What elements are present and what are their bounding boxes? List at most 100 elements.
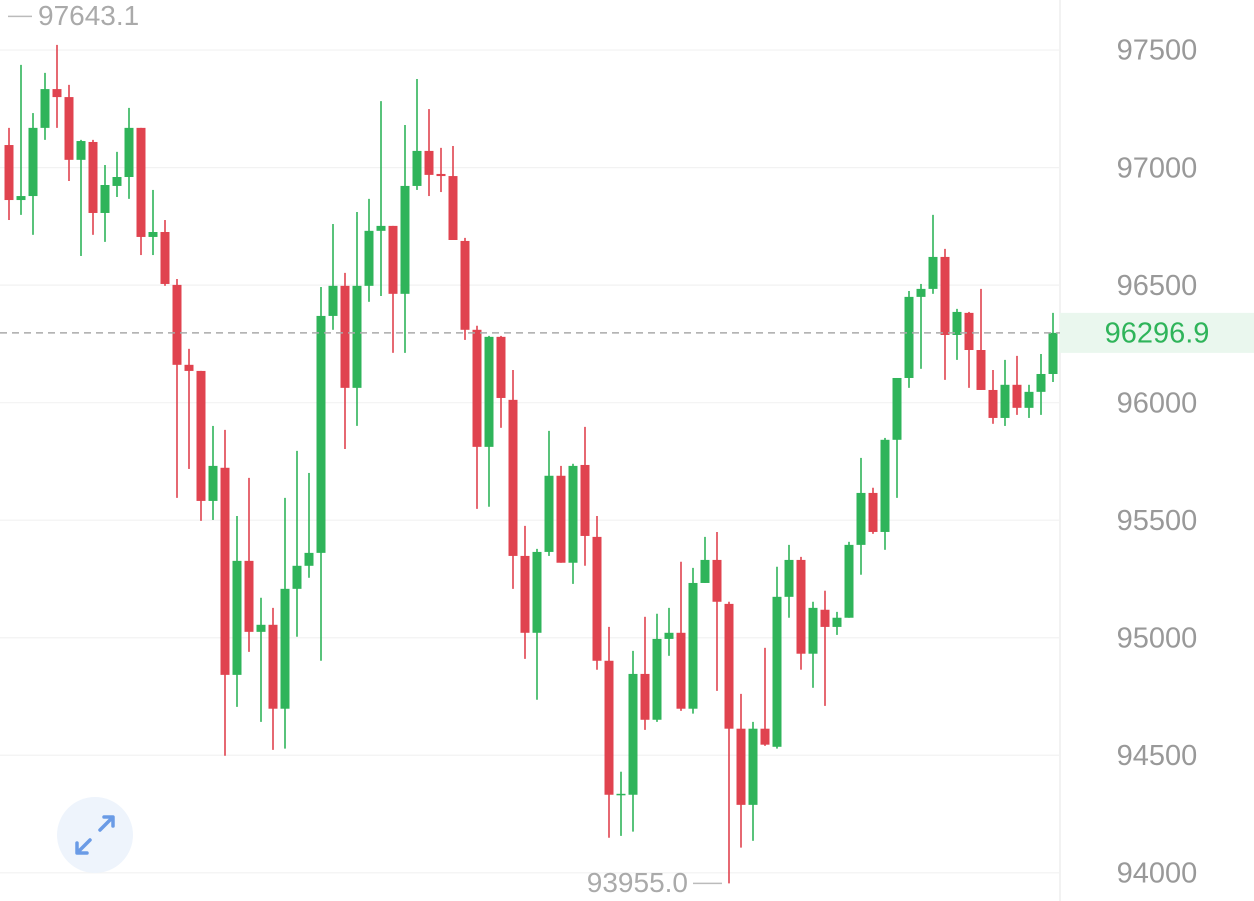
candle-body bbox=[52, 89, 62, 98]
y-tick-label: 95500 bbox=[1117, 505, 1198, 537]
y-tick-label: 94500 bbox=[1117, 740, 1198, 772]
candle-body bbox=[616, 793, 626, 796]
candle-body bbox=[856, 492, 866, 545]
candle-body bbox=[868, 492, 878, 532]
expand-icon[interactable] bbox=[75, 815, 115, 855]
candle-body bbox=[304, 552, 314, 566]
candle-body bbox=[1024, 391, 1034, 408]
candle-body bbox=[892, 377, 902, 440]
expand-button[interactable] bbox=[57, 797, 133, 873]
y-tick-label: 94000 bbox=[1117, 857, 1198, 889]
candle-body bbox=[208, 465, 218, 501]
candle-body bbox=[460, 240, 470, 330]
candle-body bbox=[124, 127, 134, 178]
candle-body bbox=[496, 336, 506, 398]
candle-body bbox=[388, 225, 398, 294]
candle-body bbox=[904, 296, 914, 378]
candle-body bbox=[148, 232, 158, 237]
candle-body bbox=[256, 624, 266, 632]
candle-body bbox=[4, 145, 14, 201]
candle-body bbox=[340, 285, 350, 388]
candle-body bbox=[580, 464, 590, 536]
candle-body bbox=[784, 559, 794, 597]
candle-body bbox=[508, 399, 518, 556]
candle-body bbox=[484, 336, 494, 447]
candle-body bbox=[352, 285, 362, 388]
candle-body bbox=[244, 560, 254, 632]
candle-body bbox=[436, 173, 446, 177]
candle-body bbox=[64, 97, 74, 160]
candle-body bbox=[40, 89, 50, 128]
candle-body bbox=[1048, 332, 1058, 374]
candle-body bbox=[796, 559, 806, 654]
candle-body bbox=[736, 728, 746, 805]
candle-body bbox=[100, 184, 110, 213]
candle-body bbox=[964, 312, 974, 351]
y-tick-label: 95000 bbox=[1117, 622, 1198, 654]
candle-body bbox=[940, 256, 950, 335]
candle-body bbox=[400, 185, 410, 294]
candle-body bbox=[184, 364, 194, 371]
candle-body bbox=[196, 370, 206, 501]
candle-body bbox=[472, 329, 482, 447]
candle-body bbox=[988, 389, 998, 418]
max-price-label: 97643.1 bbox=[38, 0, 139, 31]
candle-body bbox=[112, 177, 122, 186]
y-tick-label: 97500 bbox=[1117, 35, 1198, 67]
candle-body bbox=[280, 588, 290, 709]
candle-body bbox=[1036, 373, 1046, 392]
candle-body bbox=[772, 596, 782, 747]
candle-body bbox=[820, 609, 830, 627]
candle-body bbox=[532, 551, 542, 633]
candle-body bbox=[220, 467, 230, 675]
y-tick-label: 96000 bbox=[1117, 387, 1198, 419]
candle-body bbox=[448, 176, 458, 241]
candle-body bbox=[376, 225, 386, 231]
min-price-label: 93955.0 bbox=[587, 867, 688, 898]
candle-body bbox=[592, 536, 602, 661]
candle-body bbox=[724, 603, 734, 729]
candle-body bbox=[880, 439, 890, 532]
candle-body bbox=[640, 673, 650, 720]
candle-body bbox=[832, 617, 842, 627]
candle-body bbox=[808, 607, 818, 654]
expand-button-bg[interactable] bbox=[57, 797, 133, 873]
candle-body bbox=[652, 638, 662, 720]
last-price-label: 96296.9 bbox=[1105, 318, 1210, 350]
y-tick-label: 97000 bbox=[1117, 152, 1198, 184]
last-price-box bbox=[1060, 312, 1254, 353]
candle-body bbox=[364, 230, 374, 286]
candle-body bbox=[712, 559, 722, 602]
candle-body bbox=[136, 127, 146, 237]
candle-body bbox=[952, 311, 962, 335]
candle-body bbox=[88, 141, 98, 213]
candle-body bbox=[328, 285, 338, 316]
candle-body bbox=[16, 196, 26, 201]
candle-body bbox=[628, 673, 638, 795]
candle-body bbox=[160, 232, 170, 284]
y-tick-label: 96500 bbox=[1117, 270, 1198, 302]
candle-body bbox=[916, 288, 926, 297]
candle-body bbox=[76, 141, 86, 160]
candle-body bbox=[172, 284, 182, 365]
candle-body bbox=[568, 465, 578, 563]
candle-body bbox=[544, 475, 554, 552]
candle-body bbox=[604, 660, 614, 795]
candle-body bbox=[676, 632, 686, 709]
candle-body bbox=[556, 475, 566, 563]
candle-body bbox=[28, 127, 38, 197]
candle-body bbox=[760, 728, 770, 745]
candle-body bbox=[292, 565, 302, 589]
candle-body bbox=[688, 582, 698, 709]
candle-body bbox=[976, 350, 986, 390]
candle-body bbox=[844, 544, 854, 618]
candle-body bbox=[268, 624, 278, 709]
candle-body bbox=[424, 150, 434, 175]
candle-body bbox=[520, 555, 530, 633]
candle-body bbox=[1000, 384, 1010, 418]
candle-body bbox=[1012, 384, 1022, 408]
candle-body bbox=[700, 559, 710, 583]
candle-body bbox=[316, 315, 326, 553]
